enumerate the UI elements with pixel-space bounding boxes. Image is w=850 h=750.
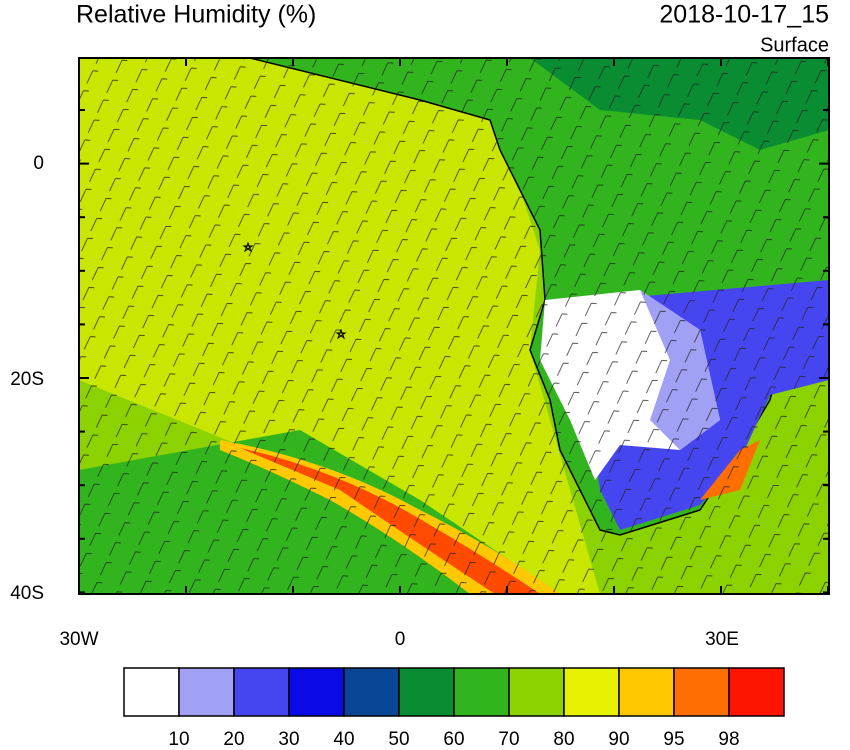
colorbar-label: 60 bbox=[443, 729, 464, 750]
lat-label: 0 bbox=[33, 153, 44, 174]
colorbar-box bbox=[508, 667, 565, 717]
lon-label: 30W bbox=[59, 629, 98, 650]
colorbar-label: 40 bbox=[333, 729, 354, 750]
colorbar-box bbox=[563, 667, 620, 717]
colorbar-box bbox=[233, 667, 290, 717]
colorbar-label: 98 bbox=[718, 729, 739, 750]
colorbar-box bbox=[673, 667, 730, 717]
colorbar-label: 30 bbox=[278, 729, 299, 750]
lon-label: 0 bbox=[395, 629, 406, 650]
ticks bbox=[79, 58, 829, 594]
map-field bbox=[79, 58, 829, 594]
colorbar-box bbox=[728, 667, 785, 717]
colorbar-box bbox=[178, 667, 235, 717]
colorbar-label: 10 bbox=[168, 729, 189, 750]
level: Surface bbox=[760, 34, 829, 56]
colorbar-label: 70 bbox=[498, 729, 519, 750]
wind-barbs bbox=[79, 58, 829, 594]
colorbar-box bbox=[398, 667, 455, 717]
stars bbox=[242, 241, 347, 340]
colorbar-label: 80 bbox=[553, 729, 574, 750]
colorbar-box bbox=[288, 667, 345, 717]
title: Relative Humidity (%) bbox=[76, 1, 316, 29]
colorbar-box bbox=[123, 667, 180, 717]
lat-label: 20S bbox=[10, 369, 44, 390]
colorbar-label: 20 bbox=[223, 729, 244, 750]
colorbar-box bbox=[343, 667, 400, 717]
colorbar-label: 90 bbox=[608, 729, 629, 750]
colorbar-label: 95 bbox=[663, 729, 684, 750]
colorbar-label: 50 bbox=[388, 729, 409, 750]
time: 2018-10-17_15 bbox=[659, 1, 829, 29]
plot-frame bbox=[78, 57, 830, 595]
colorbar-box bbox=[453, 667, 510, 717]
colorbar-box bbox=[618, 667, 675, 717]
lon-label: 30E bbox=[705, 629, 739, 650]
lat-label: 40S bbox=[10, 583, 44, 604]
colorbar: 10 20 30 40 50 60 70 80 90 95 98 bbox=[123, 667, 785, 750]
